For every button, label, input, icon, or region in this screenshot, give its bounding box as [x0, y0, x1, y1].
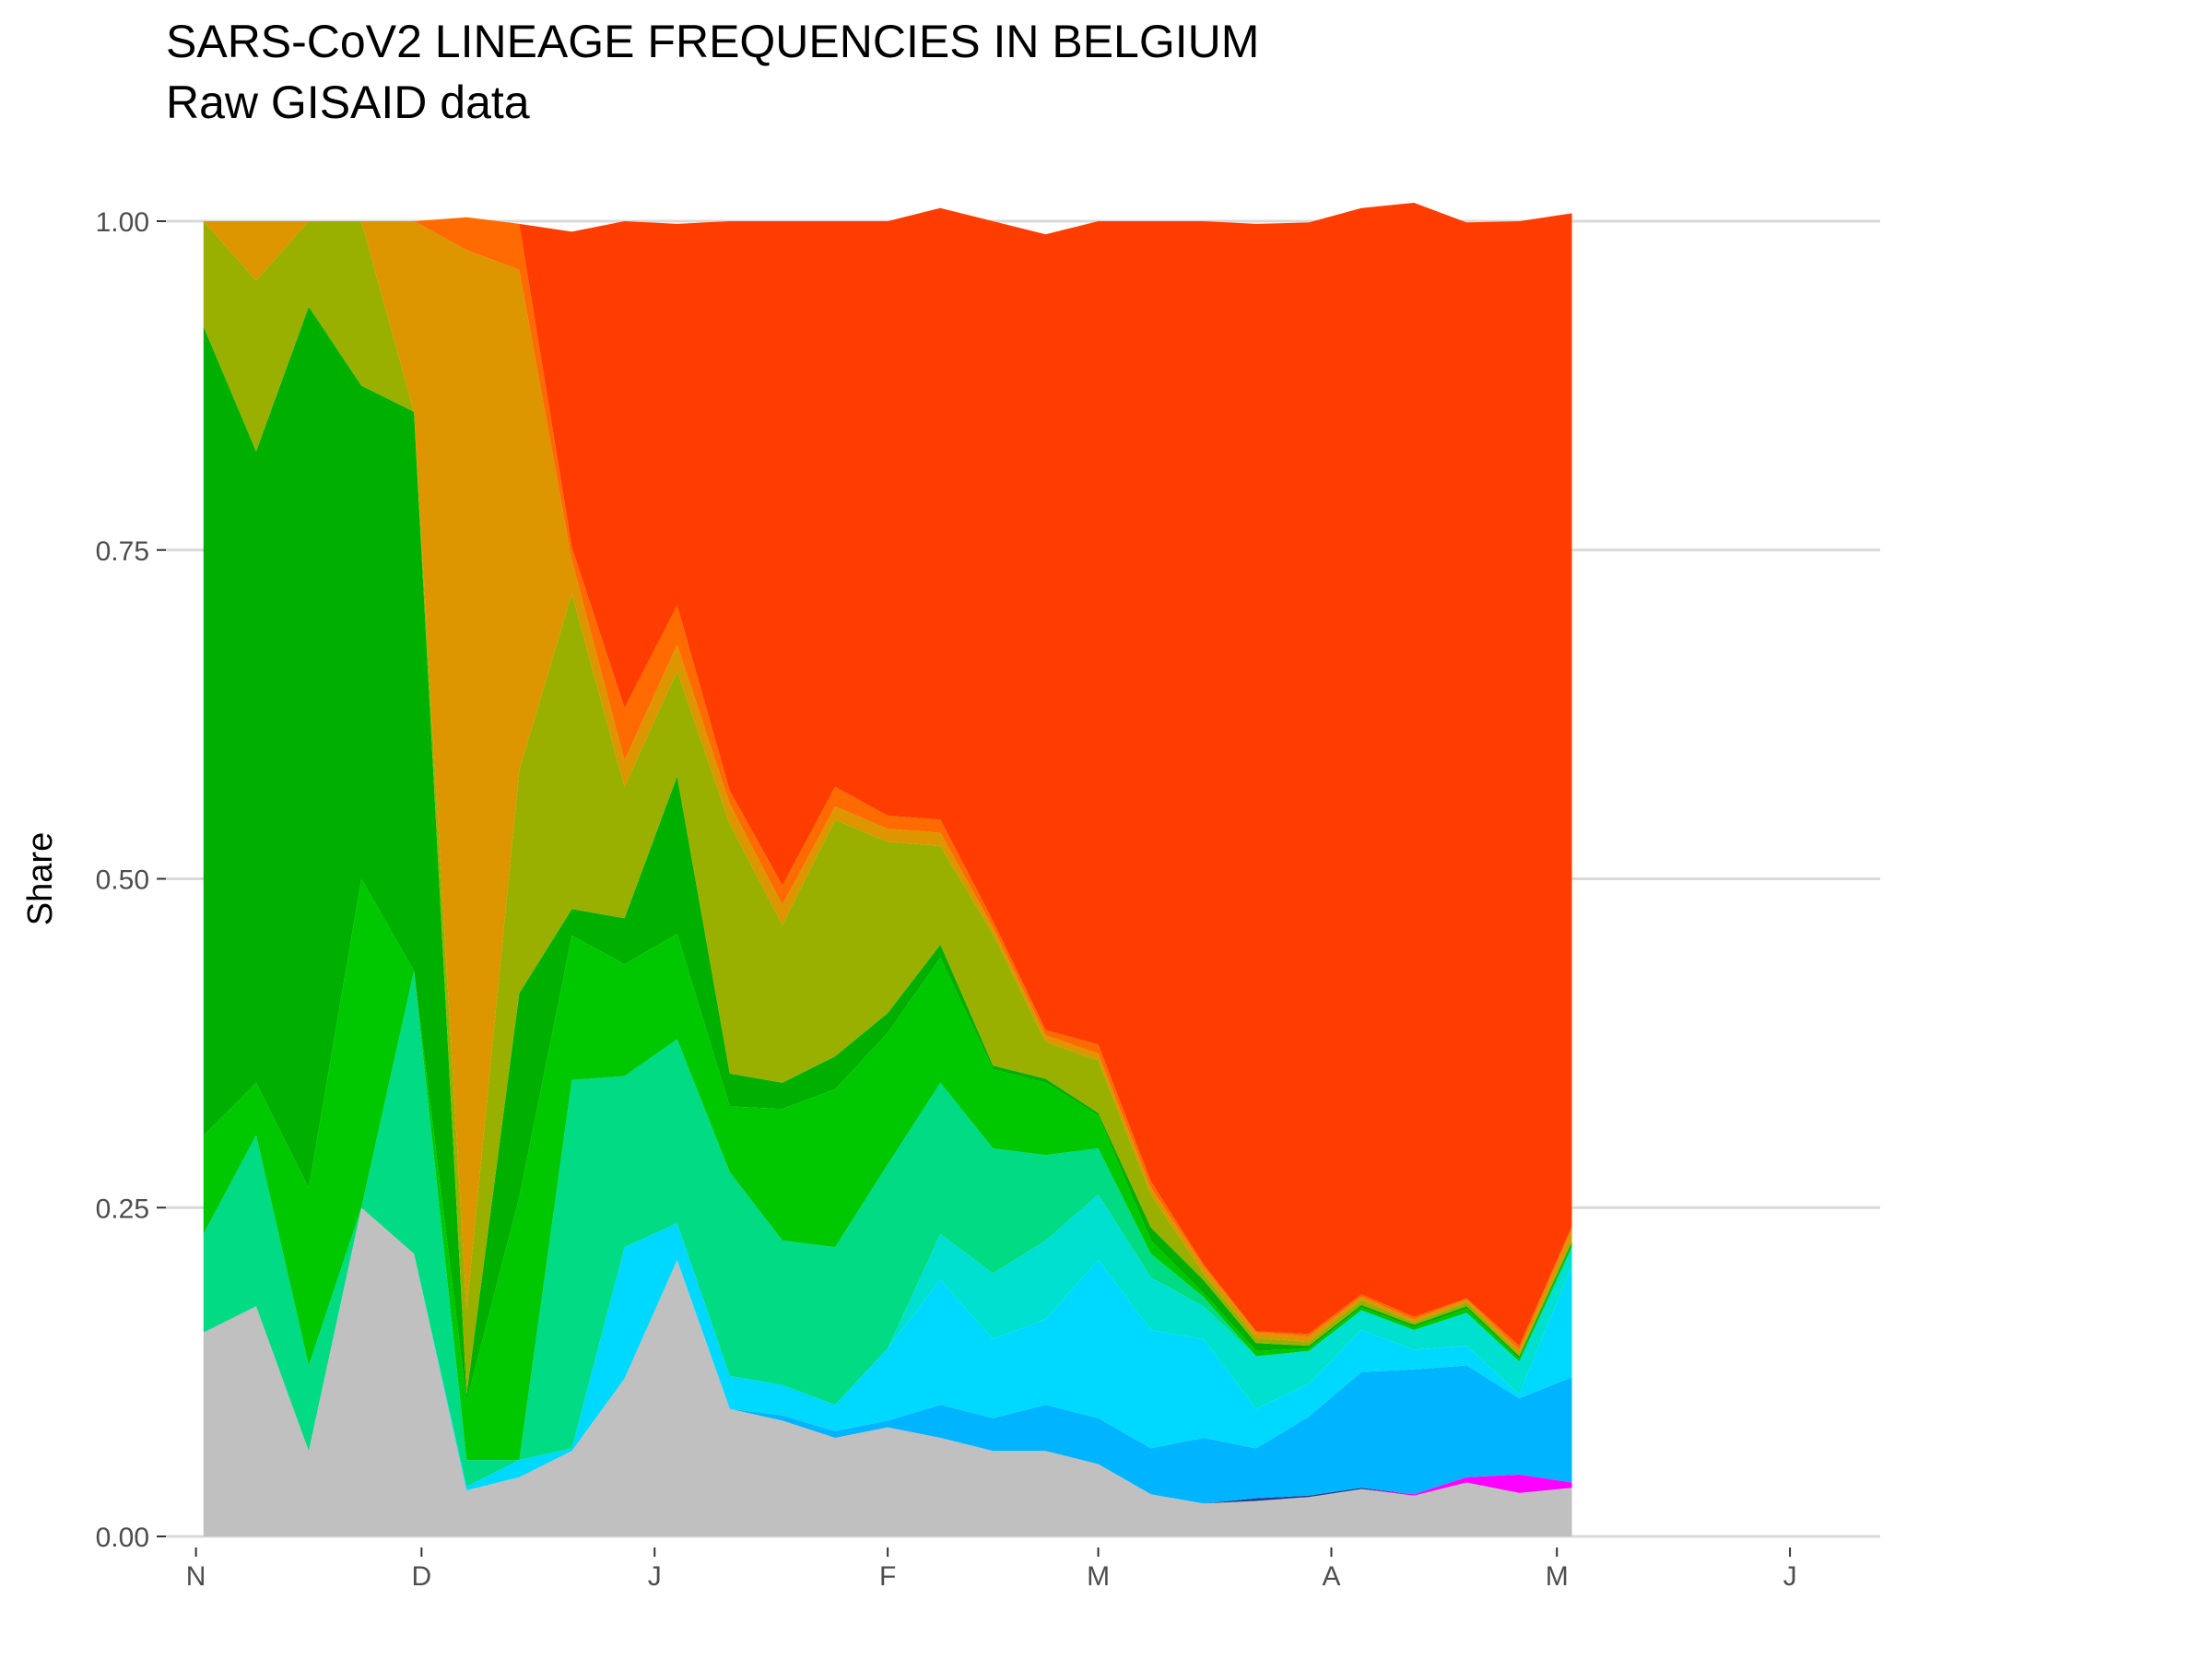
y-tick-label-4: 1.00 [96, 207, 149, 238]
area-series-7 [203, 971, 1572, 1487]
x-tick-label-5: A [1322, 1561, 1340, 1592]
area-series-1 [203, 1207, 1572, 1536]
y-tick-label-1: 0.25 [96, 1194, 149, 1224]
area-series-4 [203, 1207, 1572, 1504]
y-tick-label-2: 0.50 [96, 865, 149, 896]
x-tick-label-3: F [879, 1561, 896, 1592]
y-axis-label: Share [21, 832, 60, 925]
y-axis: 0.00 0.25 0.50 0.75 1.00 [96, 207, 166, 1553]
chart-subtitle: Raw GISAID data [166, 76, 530, 128]
area-series-13 [203, 203, 1572, 1347]
x-tick-label-2: J [648, 1561, 662, 1592]
x-tick-label-1: D [412, 1561, 432, 1592]
x-tick-label-4: M [1087, 1561, 1110, 1592]
x-tick-label-7: J [1783, 1561, 1797, 1592]
area-series-10 [203, 221, 1572, 1394]
x-tick-label-0: N [186, 1561, 206, 1592]
stacked-areas [203, 203, 1572, 1536]
x-tick-label-6: M [1546, 1561, 1569, 1592]
y-tick-label-0: 0.00 [96, 1523, 149, 1553]
chart-title: SARS-CoV2 LINEAGE FREQUENCIES IN BELGIUM [166, 16, 1259, 67]
area-series-9 [203, 306, 1572, 1401]
area-series-11 [203, 221, 1572, 1354]
area-series-5 [203, 1207, 1572, 1491]
y-tick-label-3: 0.75 [96, 536, 149, 567]
